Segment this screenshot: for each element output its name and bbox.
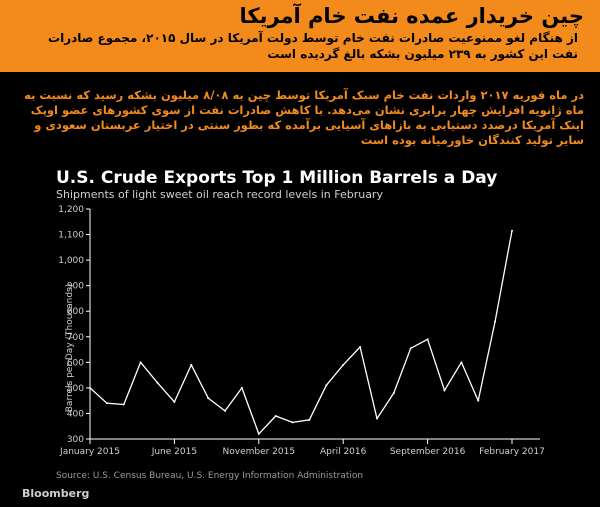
data-point [156, 381, 159, 384]
plot-area: 300 400 500 600 700 800 900 1,000 1,100 1,200 Janu… [58, 205, 545, 457]
y-tick-label: 1,000 [58, 256, 84, 266]
data-point [426, 338, 429, 341]
data-point [511, 229, 513, 232]
x-tick-label: September 2016 [390, 447, 466, 457]
header-subtitle: از هنگام لغو ممنوعیت صادرات نفت خام توسط… [48, 31, 578, 61]
header-title: چین خریدار عمده نفت خام آمریکا [239, 4, 584, 28]
data-point [443, 389, 446, 392]
data-point [139, 361, 142, 364]
y-tick-label: 600 [67, 358, 84, 368]
description-text: در ماه فوریه ۲۰۱۷ واردات نفت خام سبک آمر… [24, 88, 584, 147]
data-point [224, 409, 227, 412]
y-tick-label: 1,200 [58, 205, 84, 215]
y-tick-label: 500 [67, 384, 84, 394]
x-tick-label: June 2015 [151, 447, 197, 457]
chart-subtitle: Shipments of light sweet oil reach recor… [56, 188, 383, 201]
data-point [392, 392, 395, 394]
y-tick-label: 1,100 [58, 231, 84, 241]
brand-logo: Bloomberg [22, 487, 89, 500]
series-line [89, 230, 513, 435]
data-point [122, 403, 125, 406]
data-point [359, 346, 362, 348]
data-point [460, 361, 463, 364]
x-tick-label: November 2015 [223, 447, 296, 457]
chart-title: U.S. Crude Exports Top 1 Million Barrels… [56, 168, 497, 188]
y-tick-label: 900 [67, 282, 84, 292]
data-point [477, 399, 480, 402]
y-tick-label: 400 [67, 409, 84, 419]
x-tick-label: January 2015 [59, 447, 120, 457]
data-point [342, 363, 345, 366]
source-text: Source: U.S. Census Bureau, U.S. Energy … [56, 471, 363, 481]
x-tick-label: February 2017 [479, 447, 545, 457]
data-point [409, 347, 412, 350]
data-point [89, 386, 91, 389]
y-tick-label: 800 [67, 307, 84, 317]
header-banner: چین خریدار عمده نفت خام آمریکا از هنگام … [0, 0, 600, 72]
data-point [207, 397, 210, 400]
data-point [308, 418, 311, 421]
data-point [173, 400, 176, 403]
data-point [375, 417, 378, 420]
data-point [240, 386, 243, 389]
data-point [325, 384, 328, 387]
data-point [274, 415, 277, 417]
x-tick-label: April 2016 [320, 447, 367, 457]
y-axis-label: Barrels per Day (Thousands) [65, 284, 75, 413]
data-point [257, 432, 260, 435]
y-tick-label: 300 [67, 435, 84, 445]
data-point [291, 421, 294, 424]
data-point [105, 402, 108, 405]
data-point [190, 363, 193, 366]
data-point [494, 320, 497, 323]
y-tick-label: 700 [67, 333, 84, 343]
